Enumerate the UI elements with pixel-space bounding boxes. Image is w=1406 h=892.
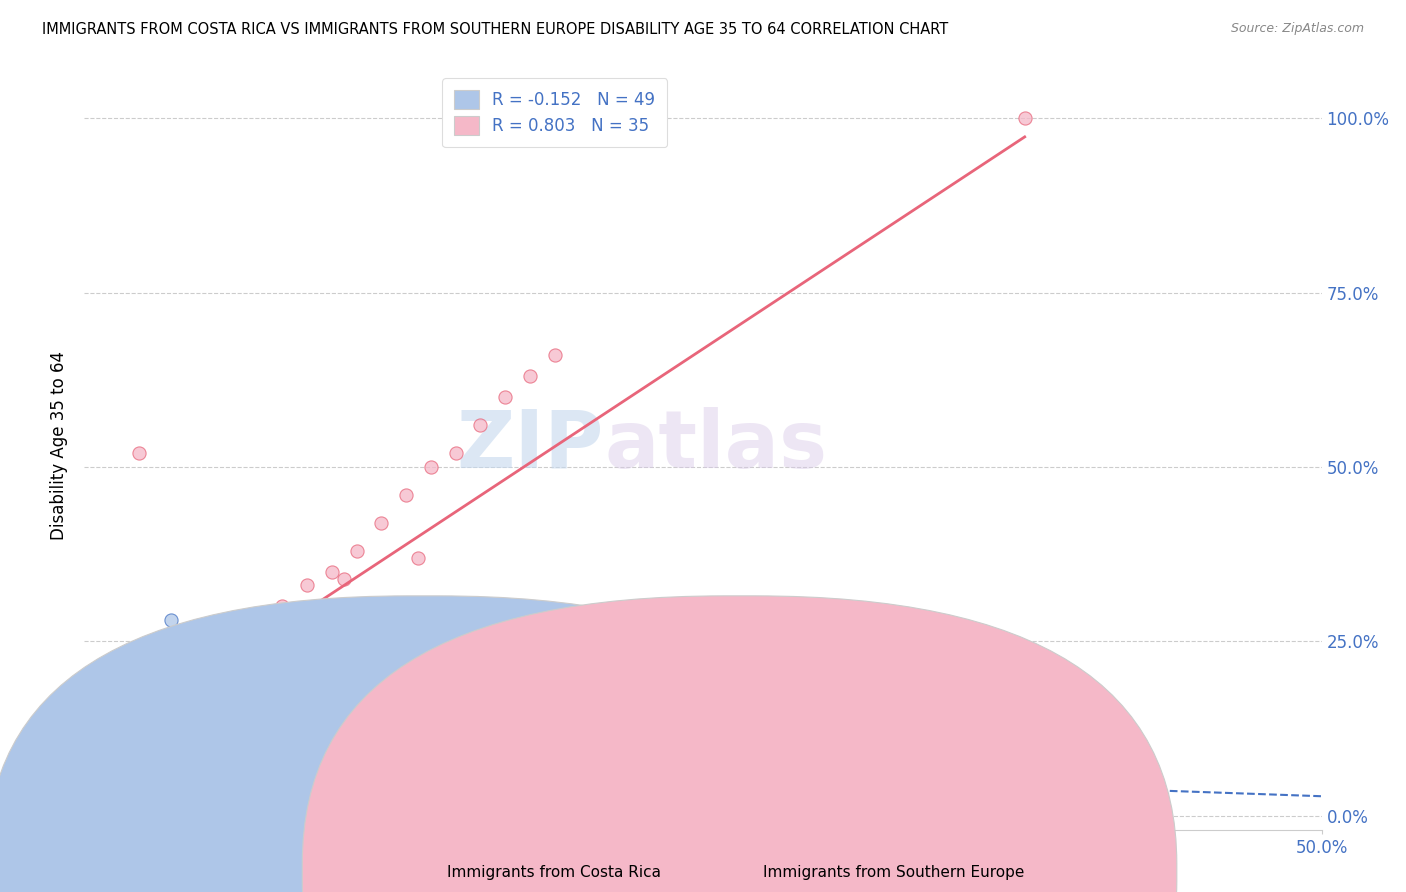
Point — [370, 516, 392, 530]
Point — [89, 780, 111, 795]
FancyBboxPatch shape — [302, 596, 1177, 892]
Point — [98, 683, 121, 698]
Point — [98, 760, 121, 774]
Point — [90, 669, 112, 683]
Point — [110, 753, 132, 767]
Point — [444, 446, 467, 460]
Point — [246, 766, 269, 780]
Point — [120, 766, 142, 780]
Point — [494, 390, 516, 404]
Point — [80, 773, 103, 788]
Point — [93, 711, 115, 725]
Point — [321, 565, 343, 579]
Point — [172, 711, 194, 725]
Point — [83, 773, 105, 788]
Point — [108, 773, 131, 788]
Text: Immigrants from Southern Europe: Immigrants from Southern Europe — [763, 865, 1025, 880]
Point — [96, 655, 118, 669]
Point — [346, 543, 368, 558]
Point — [86, 788, 108, 802]
Point — [259, 620, 281, 634]
Point — [470, 418, 492, 433]
Point — [142, 773, 165, 788]
Point — [96, 760, 118, 774]
Point — [118, 773, 141, 788]
Point — [209, 669, 232, 683]
Point — [96, 788, 118, 802]
Text: ZIP: ZIP — [457, 407, 605, 485]
Point — [122, 760, 145, 774]
Point — [108, 753, 131, 767]
Point — [98, 766, 121, 780]
Point — [135, 739, 157, 753]
Point — [110, 766, 132, 780]
Point — [79, 788, 101, 802]
Point — [100, 718, 122, 732]
Point — [246, 634, 269, 648]
Point — [519, 766, 541, 780]
Text: atlas: atlas — [605, 407, 827, 485]
Point — [197, 697, 219, 711]
Point — [419, 459, 441, 474]
Point — [132, 760, 155, 774]
Point — [481, 704, 503, 718]
Point — [125, 773, 148, 788]
Point — [160, 731, 183, 746]
Point — [555, 739, 578, 753]
Point — [86, 760, 108, 774]
Point — [93, 766, 115, 780]
Point — [284, 613, 307, 627]
Point — [89, 766, 111, 780]
Point — [89, 780, 111, 795]
Point — [408, 550, 430, 565]
Point — [93, 676, 115, 690]
Point — [105, 739, 128, 753]
Point — [122, 760, 145, 774]
Point — [110, 746, 132, 760]
Text: Source: ZipAtlas.com: Source: ZipAtlas.com — [1230, 22, 1364, 36]
Point — [295, 578, 318, 592]
FancyBboxPatch shape — [0, 596, 860, 892]
Point — [222, 655, 245, 669]
Point — [395, 488, 418, 502]
Point — [1014, 112, 1036, 126]
Text: Immigrants from Costa Rica: Immigrants from Costa Rica — [447, 865, 661, 880]
Point — [233, 669, 256, 683]
Point — [112, 753, 135, 767]
Point — [83, 725, 105, 739]
Point — [128, 446, 150, 460]
Point — [148, 725, 170, 739]
Point — [167, 690, 190, 704]
Point — [105, 731, 128, 746]
Point — [100, 697, 122, 711]
Text: IMMIGRANTS FROM COSTA RICA VS IMMIGRANTS FROM SOUTHERN EUROPE DISABILITY AGE 35 : IMMIGRANTS FROM COSTA RICA VS IMMIGRANTS… — [42, 22, 949, 37]
Point — [543, 348, 565, 362]
Point — [103, 773, 125, 788]
Point — [128, 766, 150, 780]
Point — [346, 760, 368, 774]
Point — [519, 369, 541, 384]
Point — [333, 572, 356, 586]
Point — [100, 746, 122, 760]
Point — [80, 780, 103, 795]
Point — [160, 613, 183, 627]
Point — [135, 746, 157, 760]
Point — [122, 760, 145, 774]
Point — [93, 773, 115, 788]
Point — [103, 766, 125, 780]
Point — [98, 773, 121, 788]
Point — [112, 739, 135, 753]
Point — [271, 599, 294, 614]
Point — [90, 753, 112, 767]
Point — [86, 773, 108, 788]
Legend: R = -0.152   N = 49, R = 0.803   N = 35: R = -0.152 N = 49, R = 0.803 N = 35 — [443, 78, 666, 147]
Point — [86, 731, 108, 746]
Y-axis label: Disability Age 35 to 64: Disability Age 35 to 64 — [51, 351, 69, 541]
Point — [90, 704, 112, 718]
